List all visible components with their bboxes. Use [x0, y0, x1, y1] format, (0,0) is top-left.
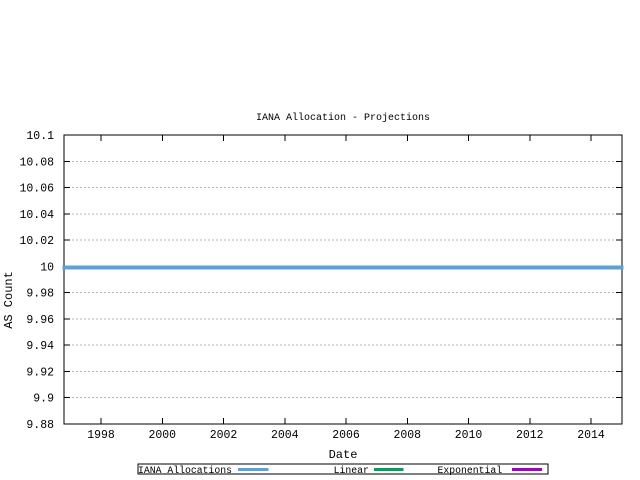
svg-text:IANA Allocations: IANA Allocations — [138, 465, 232, 476]
svg-text:9.96: 9.96 — [26, 314, 54, 327]
svg-text:10.04: 10.04 — [19, 209, 54, 222]
svg-text:2002: 2002 — [210, 429, 238, 442]
svg-text:10.1: 10.1 — [26, 130, 54, 143]
svg-text:2004: 2004 — [271, 429, 299, 442]
svg-text:10: 10 — [40, 261, 54, 274]
svg-text:2006: 2006 — [332, 429, 360, 442]
svg-text:10.06: 10.06 — [19, 183, 54, 196]
svg-text:Date: Date — [329, 448, 358, 462]
svg-text:2000: 2000 — [148, 429, 176, 442]
svg-text:Exponential: Exponential — [438, 465, 503, 476]
svg-text:IANA Allocation - Projections: IANA Allocation - Projections — [256, 112, 430, 124]
svg-text:10.02: 10.02 — [19, 235, 54, 248]
svg-text:9.9: 9.9 — [33, 393, 54, 406]
svg-text:9.92: 9.92 — [26, 366, 54, 379]
svg-text:2012: 2012 — [516, 429, 544, 442]
svg-text:Linear: Linear — [334, 465, 369, 476]
svg-text:10.08: 10.08 — [19, 156, 54, 169]
svg-text:1998: 1998 — [87, 429, 115, 442]
svg-text:9.88: 9.88 — [26, 419, 54, 432]
svg-text:9.94: 9.94 — [26, 340, 54, 353]
svg-text:2008: 2008 — [393, 429, 421, 442]
svg-text:9.98: 9.98 — [26, 288, 54, 301]
svg-text:AS Count: AS Count — [2, 271, 16, 329]
svg-text:2010: 2010 — [455, 429, 483, 442]
svg-text:2014: 2014 — [577, 429, 605, 442]
